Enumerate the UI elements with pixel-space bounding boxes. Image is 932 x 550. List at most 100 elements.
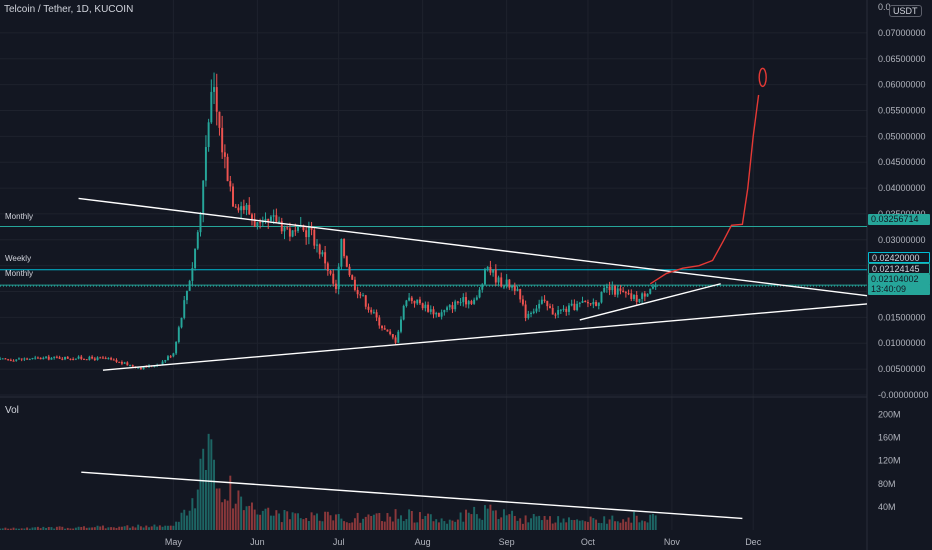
candle-body [519,289,522,300]
candle-body [110,358,113,360]
volume-bar [172,525,175,530]
level-price-weekly: 0.02420000 [868,252,930,263]
candle-body [101,357,104,359]
candle-body [107,358,110,360]
volume-bar [473,506,476,530]
volume-bar [291,512,294,530]
horizontal-levels[interactable] [0,226,867,287]
volume-bar [250,502,253,530]
projection-path[interactable] [649,94,760,285]
candle-body [486,266,489,269]
trendline-short-support[interactable] [579,283,721,321]
candle-body [391,334,394,338]
candle-body [232,186,234,207]
volume-bar [394,509,397,530]
candle-body [91,356,94,359]
candle-body [324,252,327,264]
candle-body [332,273,335,284]
projection-loop[interactable] [758,67,767,88]
candle-body [605,286,608,288]
candle-body [210,91,213,123]
volume-bar [218,488,221,530]
volume-bar [486,508,489,530]
volume-bar [481,519,484,530]
drawings[interactable] [78,67,868,520]
volume-bar [348,523,351,530]
candle-body [475,297,478,300]
volume-bar [554,522,557,530]
volume-bar [242,510,245,530]
volume-bar [302,519,305,530]
volume-bar [156,526,159,530]
candle-body [362,295,365,297]
volume-bar [36,526,39,530]
volume-bar [589,516,592,530]
candle-body [592,302,595,305]
volume-bar [145,525,148,530]
candle-body [448,305,451,308]
candle-body [74,358,77,360]
candle-body [310,227,313,230]
candle-body [527,313,530,319]
volume-bar [532,514,535,530]
candle-body [397,331,400,343]
symbol-title[interactable]: Telcoin / Tether, 1D, KUCOIN [4,4,134,15]
volume-bar [310,512,313,530]
time-axis[interactable]: May Jun Jul Aug Sep Oct Nov Dec [165,537,762,547]
candle-body [316,244,318,246]
candle-body [500,277,503,287]
price-tick-label: 0.05500000 [878,105,926,115]
candle-body [337,266,340,290]
volume-tick-label: 40M [878,502,896,512]
candle-body [348,266,351,276]
volume-bar [150,526,153,530]
candle-body [80,356,83,359]
candle-body [424,304,427,309]
trendline-ascending-support[interactable] [102,303,868,371]
candle-body [245,204,248,210]
volume-bar [245,506,248,530]
volume-bar [101,525,104,530]
candle-body [492,269,495,273]
volume-bar [210,439,213,530]
candle-body [611,285,614,291]
volume-axis[interactable]: 200M 160M 120M 80M 40M [878,409,901,511]
candle-body [370,309,373,313]
volume-bar [80,526,83,530]
volume-bar [196,489,199,530]
volume-bar [375,513,378,530]
candle-body [223,152,226,157]
candle-body [291,230,294,237]
candle-body [180,317,183,328]
price-tick-label: 0.01000000 [878,338,926,348]
candle-body [578,302,581,304]
volume-bar [508,514,511,530]
volume-bar [540,520,543,530]
currency-badge[interactable]: USDT [889,5,922,17]
time-tick-label: Dec [745,537,762,547]
price-tick-label: 0.0 [878,2,891,12]
candle-body [142,366,145,370]
candle-body [61,358,64,360]
candle-body [540,299,543,304]
candle-body [164,360,167,362]
trendline-descending-resistance[interactable] [78,197,868,297]
volume-bar [497,519,500,530]
volume-tick-label: 80M [878,479,896,489]
trendline-volume-downtrend[interactable] [81,471,743,520]
volume-legend[interactable]: Vol [5,405,19,416]
volume-bar [418,512,421,530]
candle-body [326,263,329,271]
volume-bar [443,521,446,530]
volume-bar [400,515,402,530]
price-tick-label: 0.05000000 [878,131,926,141]
volume-bar [646,522,649,530]
volume-bar [188,510,191,530]
candle-body [7,359,10,361]
candle-body [278,221,281,223]
candle-body [34,357,37,359]
candle-body [630,293,633,299]
volume-bar [562,518,565,530]
candle-body [118,361,121,363]
